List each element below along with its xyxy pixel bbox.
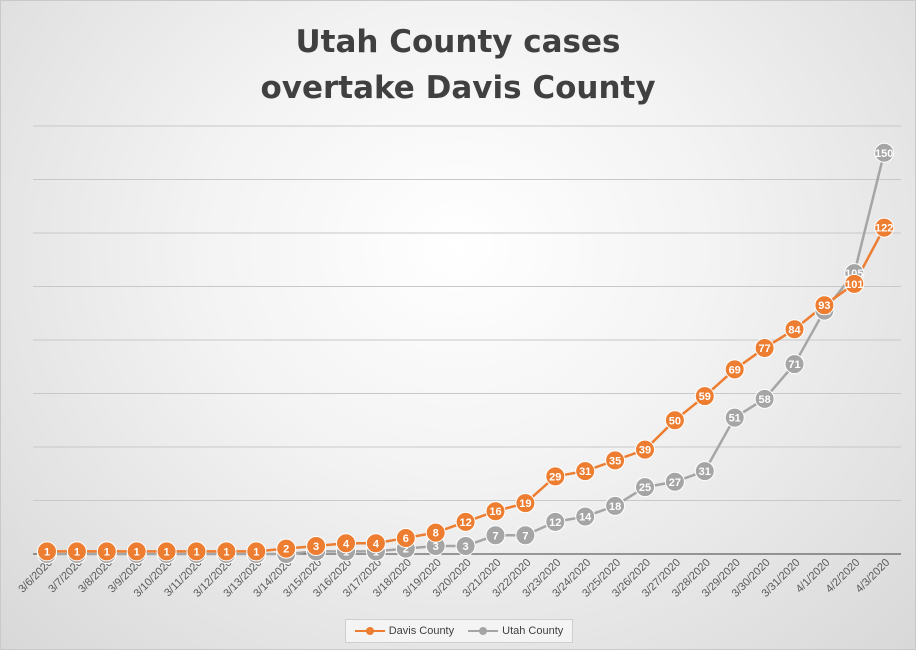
data-point-utah [874, 142, 895, 163]
data-point-davis [724, 359, 745, 380]
data-point-davis [156, 541, 177, 562]
legend-label-utah: Utah County [502, 625, 564, 637]
data-label-utah: 150 [875, 148, 893, 160]
data-point-utah [545, 511, 566, 532]
data-label-davis: 50 [669, 415, 681, 427]
data-label-davis: 1 [253, 546, 259, 558]
data-point-davis [455, 511, 476, 532]
data-label-davis: 93 [818, 300, 830, 312]
data-point-davis [754, 338, 775, 359]
data-label-utah: 25 [639, 482, 651, 494]
data-label-utah: 7 [492, 530, 498, 542]
data-point-utah [515, 525, 536, 546]
data-label-davis: 6 [403, 533, 409, 545]
legend-swatch-utah [468, 626, 499, 636]
data-label-davis: 77 [758, 343, 770, 355]
data-point-davis [126, 541, 147, 562]
data-label-davis: 1 [74, 546, 80, 558]
data-point-utah [664, 471, 685, 492]
data-point-davis [605, 450, 626, 471]
data-point-davis [425, 522, 446, 543]
legend-item-davis: Davis County [354, 625, 455, 637]
data-point-davis [186, 541, 207, 562]
data-point-davis [664, 410, 685, 431]
data-label-davis: 16 [489, 506, 501, 518]
data-point-davis [784, 319, 805, 340]
data-point-davis [814, 295, 835, 316]
data-point-davis [246, 541, 267, 562]
data-label-utah: 2 [403, 544, 409, 556]
data-label-utah: 18 [609, 501, 621, 513]
series-line-davis [47, 227, 886, 553]
data-label-davis: 39 [639, 445, 651, 457]
data-label-utah: 27 [669, 477, 681, 489]
data-point-utah [575, 506, 596, 527]
data-label-davis: 69 [729, 364, 741, 376]
data-label-davis: 59 [699, 391, 711, 403]
data-label-davis: 1 [223, 546, 229, 558]
data-point-utah [485, 525, 506, 546]
data-label-davis: 3 [313, 541, 319, 553]
data-point-davis [575, 461, 596, 482]
data-point-utah [635, 477, 655, 498]
data-label-davis: 122 [875, 223, 893, 235]
data-point-davis [37, 541, 57, 562]
data-point-davis [545, 466, 566, 487]
data-point-davis [66, 541, 87, 562]
data-label-utah: 58 [758, 394, 770, 406]
legend-swatch-davis [354, 626, 385, 636]
data-label-utah: 71 [788, 359, 800, 371]
data-label-davis: 1 [44, 546, 50, 558]
data-point-davis [306, 535, 327, 556]
data-label-utah: 31 [699, 466, 711, 478]
data-label-davis: 1 [134, 546, 140, 558]
data-label-davis: 8 [433, 528, 439, 540]
data-point-utah [724, 407, 745, 428]
data-point-utah [694, 461, 715, 482]
data-label-utah: 7 [522, 530, 528, 542]
data-point-utah [605, 495, 626, 516]
data-point-davis [365, 533, 386, 554]
data-label-utah: 3 [433, 541, 439, 553]
data-point-utah [455, 535, 476, 556]
data-label-davis: 12 [459, 517, 471, 529]
chart-title-line-2: overtake Davis County [260, 70, 656, 106]
data-point-utah [784, 354, 805, 375]
data-label-davis: 2 [283, 544, 289, 556]
data-label-davis: 4 [343, 538, 350, 550]
data-label-davis: 29 [549, 471, 561, 483]
data-label-davis: 4 [373, 538, 380, 550]
data-label-davis: 31 [579, 466, 591, 478]
data-point-davis [336, 533, 356, 554]
data-label-davis: 84 [788, 324, 801, 336]
data-point-davis [485, 501, 506, 522]
legend: Davis County Utah County [345, 619, 573, 643]
data-label-davis: 101 [845, 279, 863, 291]
legend-item-utah: Utah County [468, 625, 563, 637]
data-point-davis [874, 217, 895, 238]
data-label-utah: 51 [729, 413, 741, 425]
data-point-utah [754, 388, 775, 409]
data-point-davis [844, 273, 865, 294]
data-label-davis: 1 [164, 546, 170, 558]
legend-label-davis: Davis County [388, 625, 455, 637]
data-point-davis [694, 386, 715, 407]
data-label-utah: 12 [549, 517, 561, 529]
data-point-davis [216, 541, 237, 562]
data-point-davis [276, 538, 297, 559]
data-point-davis [515, 493, 536, 514]
data-label-davis: 35 [609, 455, 621, 467]
chart-title: Utah County cases overtake Davis County [1, 19, 915, 111]
data-label-davis: 1 [193, 546, 199, 558]
data-label-utah: 14 [579, 512, 592, 524]
data-point-davis [395, 527, 416, 548]
chart-title-line-1: Utah County cases [295, 24, 621, 60]
data-label-davis: 19 [519, 498, 531, 510]
data-label-utah: 3 [463, 541, 469, 553]
data-label-davis: 1 [104, 546, 110, 558]
data-point-davis [635, 439, 655, 460]
data-point-davis [96, 541, 117, 562]
